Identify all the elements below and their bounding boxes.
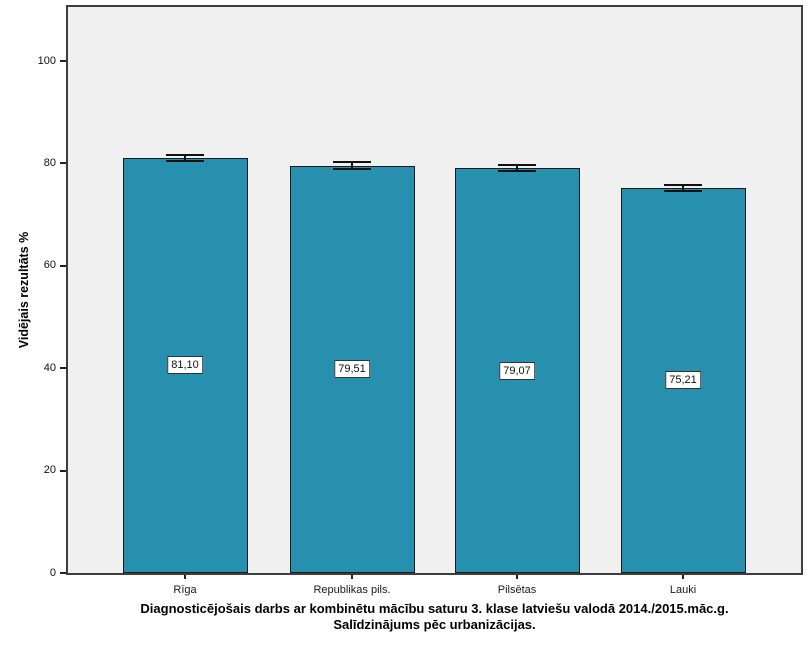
chart-title: Diagnosticējošais darbs ar kombinētu māc…	[140, 601, 729, 616]
error-bar	[682, 185, 684, 191]
error-bar-top-cap	[333, 161, 371, 164]
error-bar-top-cap	[498, 164, 536, 167]
error-bar-bottom-cap	[333, 168, 371, 171]
y-tick-mark	[60, 469, 66, 472]
y-tick-label: 80	[43, 156, 56, 169]
y-tick-mark	[60, 60, 66, 62]
y-tick-mark	[60, 367, 66, 370]
y-tick-label: 100	[37, 54, 56, 67]
value-label: 81,10	[167, 356, 203, 375]
x-tick-mark	[184, 575, 186, 579]
value-label: 79,51	[334, 360, 370, 379]
error-bar-top-cap	[166, 153, 204, 156]
error-bar	[351, 162, 353, 170]
y-tick-mark	[60, 162, 66, 165]
chart-subtitle: Salīdzinājums pēc urbanizācijas.	[333, 617, 536, 632]
category-label: Republikas pils.	[313, 584, 391, 596]
error-bar-bottom-cap	[664, 189, 702, 192]
error-bar	[184, 154, 186, 161]
y-tick-label: 60	[43, 259, 56, 272]
category-label: Rīga	[173, 584, 197, 596]
error-bar	[516, 165, 518, 171]
category-label: Pilsētas	[497, 584, 537, 596]
chart-title-block: Diagnosticējošais darbs ar kombinētu māc…	[66, 601, 803, 633]
error-bar-bottom-cap	[166, 159, 204, 162]
value-label: 75,21	[665, 371, 701, 390]
y-tick-label: 0	[49, 566, 56, 579]
category-label: Lauki	[669, 584, 697, 596]
y-tick-label: 40	[43, 361, 56, 374]
y-tick-label: 20	[43, 464, 56, 477]
y-axis-title: Vidējais rezultāts %	[17, 231, 31, 349]
error-bar-bottom-cap	[498, 169, 536, 172]
x-tick-mark	[516, 575, 518, 579]
x-tick-mark	[351, 575, 353, 579]
y-tick-mark	[60, 572, 66, 574]
value-label: 79,07	[499, 361, 535, 380]
x-tick-mark	[682, 575, 684, 579]
y-tick-mark	[60, 264, 66, 267]
error-bar-top-cap	[664, 184, 702, 187]
